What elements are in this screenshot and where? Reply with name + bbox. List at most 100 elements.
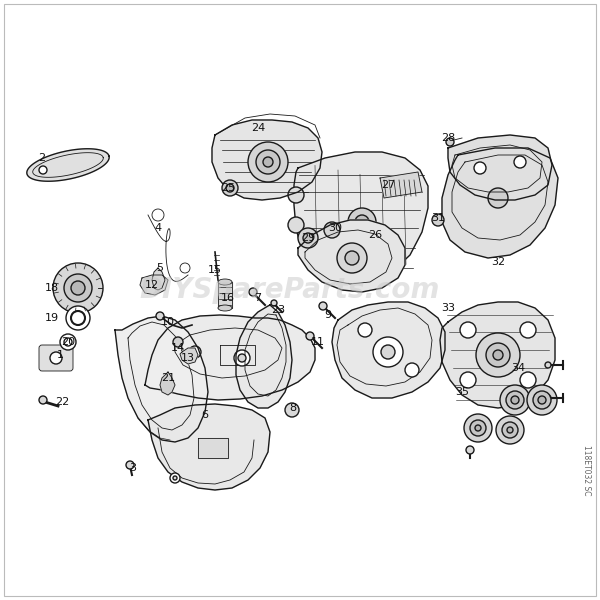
Polygon shape	[218, 282, 232, 308]
Circle shape	[173, 476, 177, 480]
Text: 20: 20	[61, 337, 75, 347]
Text: 30: 30	[328, 223, 342, 233]
Ellipse shape	[218, 279, 232, 285]
Circle shape	[474, 162, 486, 174]
Circle shape	[500, 385, 530, 415]
Polygon shape	[152, 268, 165, 290]
Text: 25: 25	[221, 183, 235, 193]
Circle shape	[520, 322, 536, 338]
Text: 19: 19	[45, 313, 59, 323]
Circle shape	[488, 188, 508, 208]
Circle shape	[39, 166, 47, 174]
Text: 26: 26	[368, 230, 382, 240]
Text: 11: 11	[311, 337, 325, 347]
Polygon shape	[198, 438, 228, 458]
Text: 13: 13	[181, 353, 195, 363]
Circle shape	[226, 184, 234, 192]
Circle shape	[476, 333, 520, 377]
Circle shape	[288, 217, 304, 233]
Polygon shape	[145, 315, 315, 400]
Circle shape	[493, 350, 503, 360]
Circle shape	[222, 180, 238, 196]
Text: 2: 2	[38, 153, 46, 163]
Text: 22: 22	[55, 397, 69, 407]
Text: 16: 16	[221, 293, 235, 303]
Circle shape	[306, 332, 314, 340]
Circle shape	[348, 208, 376, 236]
Polygon shape	[27, 149, 109, 181]
Circle shape	[381, 345, 395, 359]
Circle shape	[303, 233, 313, 243]
Polygon shape	[212, 120, 322, 200]
Text: 21: 21	[161, 373, 175, 383]
Text: 33: 33	[441, 303, 455, 313]
Circle shape	[358, 323, 372, 337]
Text: 23: 23	[271, 305, 285, 315]
Circle shape	[355, 215, 369, 229]
Polygon shape	[380, 172, 422, 198]
Circle shape	[64, 274, 92, 302]
Circle shape	[475, 425, 481, 431]
Polygon shape	[294, 152, 428, 286]
Circle shape	[545, 362, 551, 368]
Circle shape	[511, 396, 519, 404]
Circle shape	[248, 142, 288, 182]
Circle shape	[460, 322, 476, 338]
Text: 32: 32	[491, 257, 505, 267]
FancyBboxPatch shape	[39, 345, 73, 371]
Text: 27: 27	[381, 180, 395, 190]
Circle shape	[373, 337, 403, 367]
Text: 9: 9	[325, 310, 332, 320]
Polygon shape	[148, 404, 270, 490]
Text: 24: 24	[251, 123, 265, 133]
Circle shape	[189, 346, 201, 358]
Circle shape	[271, 300, 277, 306]
Text: 12: 12	[145, 280, 159, 290]
Circle shape	[238, 354, 246, 362]
Circle shape	[527, 385, 557, 415]
Circle shape	[496, 416, 524, 444]
Text: 118ET032 SC: 118ET032 SC	[583, 445, 592, 495]
Text: 18: 18	[45, 283, 59, 293]
Circle shape	[249, 288, 257, 296]
Text: 8: 8	[289, 403, 296, 413]
Text: 6: 6	[202, 410, 209, 420]
Circle shape	[50, 352, 62, 364]
Text: 5: 5	[157, 263, 163, 273]
Circle shape	[256, 150, 280, 174]
Circle shape	[285, 403, 299, 417]
Circle shape	[319, 302, 327, 310]
Polygon shape	[298, 220, 405, 292]
Text: 15: 15	[208, 265, 222, 275]
Ellipse shape	[218, 305, 232, 311]
Circle shape	[520, 372, 536, 388]
Polygon shape	[442, 148, 558, 258]
Circle shape	[538, 396, 546, 404]
Circle shape	[39, 396, 47, 404]
Text: 1: 1	[56, 350, 64, 360]
Circle shape	[173, 337, 183, 347]
Text: DIYSpareParts.com: DIYSpareParts.com	[140, 276, 440, 304]
Circle shape	[170, 473, 180, 483]
Text: 28: 28	[441, 133, 455, 143]
Circle shape	[486, 343, 510, 367]
Text: 10: 10	[161, 317, 175, 327]
Circle shape	[460, 372, 476, 388]
Text: 7: 7	[254, 293, 262, 303]
Polygon shape	[180, 348, 198, 364]
Circle shape	[234, 350, 250, 366]
Circle shape	[533, 391, 551, 409]
Circle shape	[514, 156, 526, 168]
Polygon shape	[160, 372, 175, 395]
Circle shape	[298, 228, 318, 248]
Polygon shape	[440, 302, 555, 408]
Circle shape	[545, 395, 551, 401]
Text: 4: 4	[154, 223, 161, 233]
Circle shape	[60, 334, 76, 350]
Circle shape	[66, 306, 90, 330]
Text: 3: 3	[130, 463, 137, 473]
Circle shape	[288, 187, 304, 203]
Text: 35: 35	[455, 387, 469, 397]
Circle shape	[345, 251, 359, 265]
Circle shape	[263, 157, 273, 167]
